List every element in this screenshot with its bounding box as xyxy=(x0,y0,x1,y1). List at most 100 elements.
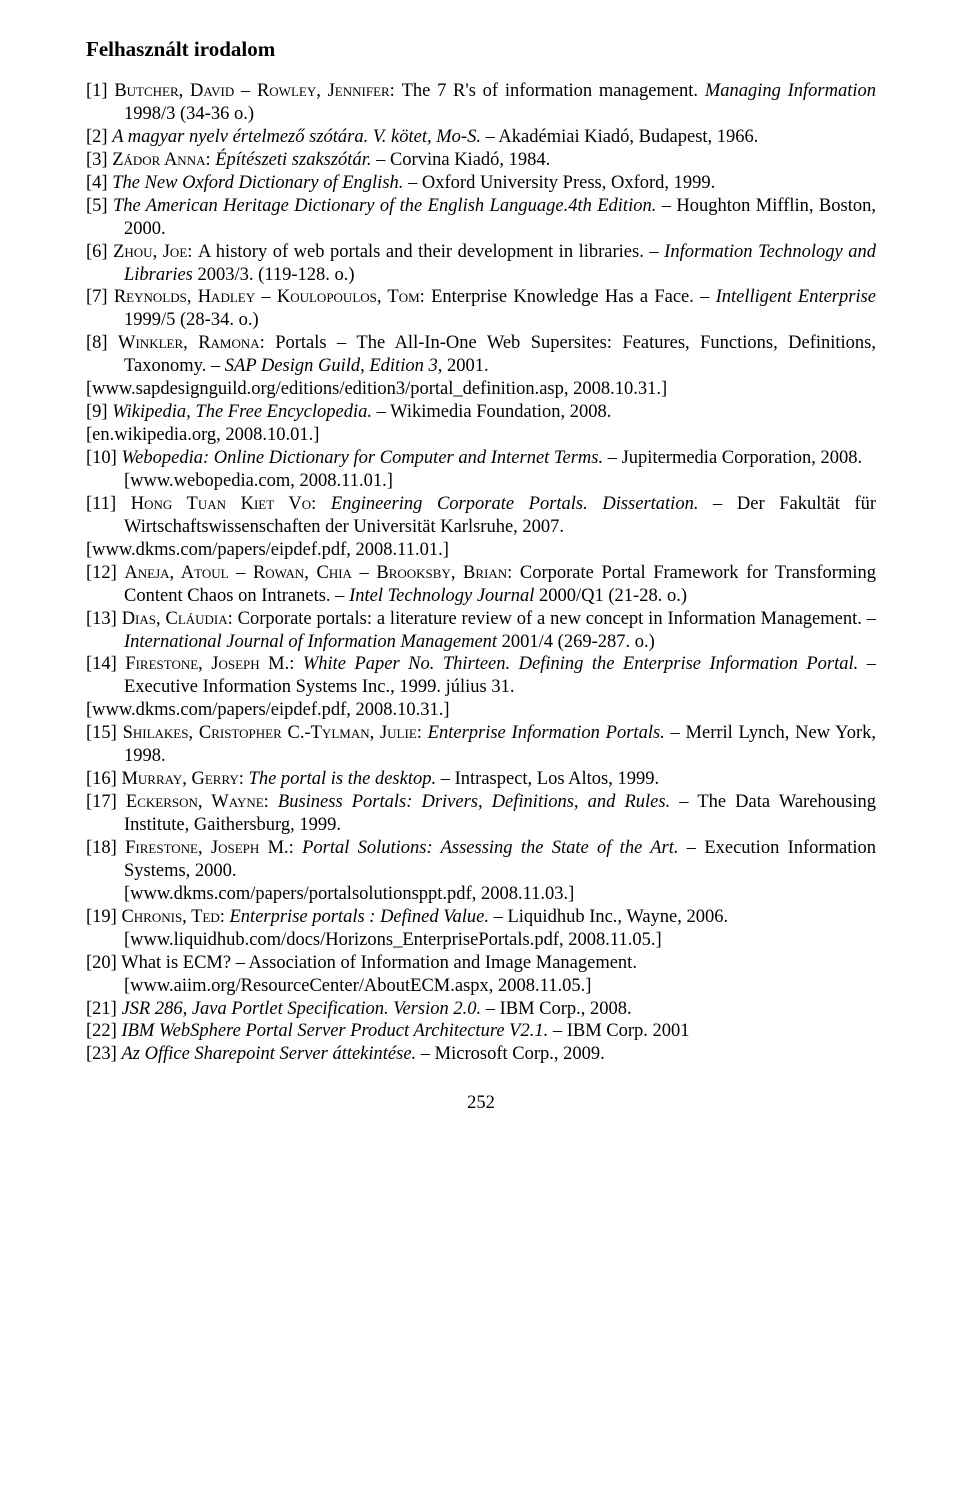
reference-entry: [15] Shilakes, Cristopher C.-Tylman, Jul… xyxy=(86,722,876,768)
ref-title: Corporate portals: a literature review o… xyxy=(238,609,876,629)
ref-number: [19] xyxy=(86,907,121,927)
ref-number: [14] xyxy=(86,654,125,674)
ref-tail: 1998/3 (34-36 o.) xyxy=(124,104,254,124)
reference-entry: [8] Winkler, Ramona: Portals – The All-I… xyxy=(86,332,876,378)
ref-title: JSR 286, Java Portlet Specification. Ver… xyxy=(121,999,481,1019)
ref-number: [8] xyxy=(86,333,118,353)
reference-entry: [www.aiim.org/ResourceCenter/AboutECM.as… xyxy=(86,975,876,998)
ref-tail: 2001/4 (269-287. o.) xyxy=(497,632,655,652)
ref-authors: Firestone, Joseph M.: xyxy=(125,838,302,858)
ref-number: [7] xyxy=(86,287,114,307)
ref-tail: 2003/3. (119-128. o.) xyxy=(193,265,355,285)
ref-authors: Eckerson, Wayne: xyxy=(126,792,278,812)
ref-number: [21] xyxy=(86,999,121,1019)
ref-tail: – IBM Corp., 2008. xyxy=(481,999,632,1019)
ref-tail: – Intraspect, Los Altos, 1999. xyxy=(436,769,659,789)
ref-number: [10] xyxy=(86,448,121,468)
ref-tail: – Microsoft Corp., 2009. xyxy=(416,1044,605,1064)
ref-title: White Paper No. Thirteen. Defining the E… xyxy=(303,654,858,674)
reference-entry: [6] Zhou, Joe: A history of web portals … xyxy=(86,241,876,287)
ref-source: Intel Technology Journal xyxy=(349,586,534,606)
ref-title: Portal Solutions: Assessing the State of… xyxy=(302,838,678,858)
ref-title: Enterprise Knowledge Has a Face. – xyxy=(431,287,716,307)
reference-entry: [9] Wikipedia, The Free Encyclopedia. – … xyxy=(86,401,876,424)
reference-entry: [18] Firestone, Joseph M.: Portal Soluti… xyxy=(86,837,876,883)
reference-entry: [www.dkms.com/papers/eipdef.pdf, 2008.10… xyxy=(86,699,876,722)
ref-authors: Aneja, Atoul – Rowan, Chia – Brooksby, B… xyxy=(124,563,519,583)
reference-entry: [7] Reynolds, Hadley – Koulopoulos, Tom:… xyxy=(86,286,876,332)
ref-title: The American Heritage Dictionary of the … xyxy=(113,196,656,216)
ref-authors: Zhou, Joe: xyxy=(113,242,198,262)
ref-source: SAP Design Guild, Edition 3 xyxy=(225,356,438,376)
ref-tail: , 2001. xyxy=(438,356,489,376)
ref-tail: – Liquidhub Inc., Wayne, 2006. xyxy=(489,907,728,927)
ref-number: [13] xyxy=(86,609,122,629)
ref-title: Webopedia: Online Dictionary for Compute… xyxy=(121,448,603,468)
reference-entry: [1] Butcher, David – Rowley, Jennifer: T… xyxy=(86,80,876,126)
ref-authors: Winkler, Ramona: xyxy=(118,333,275,353)
ref-number: [3] xyxy=(86,150,112,170)
ref-title: The 7 R's of information management. xyxy=(402,81,705,101)
ref-tail: – Oxford University Press, Oxford, 1999. xyxy=(403,173,715,193)
ref-authors: Butcher, David – Rowley, Jennifer: xyxy=(114,81,401,101)
section-heading: Felhasznált irodalom xyxy=(86,36,876,62)
ref-number: [17] xyxy=(86,792,126,812)
ref-number: [6] xyxy=(86,242,113,262)
reference-entry: [16] Murray, Gerry: The portal is the de… xyxy=(86,768,876,791)
ref-source: Managing Information xyxy=(705,81,876,101)
reference-entry: [11] Hong Tuan Kiet Vo: Engineering Corp… xyxy=(86,493,876,539)
ref-title: A magyar nyelv értelmező szótára. V. köt… xyxy=(112,127,481,147)
ref-title: IBM WebSphere Portal Server Product Arch… xyxy=(121,1021,548,1041)
ref-number: [5] xyxy=(86,196,113,216)
ref-title: Az Office Sharepoint Server áttekintése. xyxy=(121,1044,416,1064)
ref-tail: – Akadémiai Kiadó, Budapest, 1966. xyxy=(481,127,758,147)
ref-tail: – Jupitermedia Corporation, 2008. xyxy=(603,448,862,468)
reference-entry: [10] Webopedia: Online Dictionary for Co… xyxy=(86,447,876,470)
ref-authors: Reynolds, Hadley – Koulopoulos, Tom: xyxy=(114,287,431,307)
ref-title: Wikipedia, The Free Encyclopedia. xyxy=(112,402,372,422)
reference-entry: [4] The New Oxford Dictionary of English… xyxy=(86,172,876,195)
ref-number: [9] xyxy=(86,402,112,422)
page: Felhasznált irodalom [1] Butcher, David … xyxy=(0,0,960,1155)
ref-number: [16] xyxy=(86,769,121,789)
reference-entry: [17] Eckerson, Wayne: Business Portals: … xyxy=(86,791,876,837)
ref-number: [1] xyxy=(86,81,114,101)
ref-title: A history of web portals and their devel… xyxy=(198,242,664,262)
ref-authors: Zádor Anna: xyxy=(112,150,215,170)
ref-title: What is ECM? – Association of Informatio… xyxy=(121,953,637,973)
ref-authors: Dias, Cláudia: xyxy=(122,609,238,629)
reference-entry: [13] Dias, Cláudia: Corporate portals: a… xyxy=(86,608,876,654)
ref-number: [12] xyxy=(86,563,124,583)
ref-source: Intelligent Enterprise xyxy=(716,287,876,307)
ref-tail: – Wikimedia Foundation, 2008. xyxy=(372,402,611,422)
ref-authors: Shilakes, Cristopher C.-Tylman, Julie: xyxy=(123,723,428,743)
reference-entry: [2] A magyar nyelv értelmező szótára. V.… xyxy=(86,126,876,149)
reference-entry: [www.dkms.com/papers/portalsolutionsppt.… xyxy=(86,883,876,906)
ref-title: Építészeti szakszótár. xyxy=(215,150,371,170)
reference-entry: [22] IBM WebSphere Portal Server Product… xyxy=(86,1020,876,1043)
page-number: 252 xyxy=(86,1092,876,1115)
ref-authors: Hong Tuan Kiet Vo: xyxy=(131,494,331,514)
ref-number: [2] xyxy=(86,127,112,147)
reference-entry: [en.wikipedia.org, 2008.10.01.] xyxy=(86,424,876,447)
ref-number: [22] xyxy=(86,1021,121,1041)
ref-source: International Journal of Information Man… xyxy=(124,632,497,652)
ref-tail: 1999/5 (28-34. o.) xyxy=(124,310,259,330)
reference-entry: [23] Az Office Sharepoint Server áttekin… xyxy=(86,1043,876,1066)
ref-title: Enterprise portals : Defined Value. xyxy=(230,907,489,927)
reference-entry: [www.sapdesignguild.org/editions/edition… xyxy=(86,378,876,401)
reference-entry: [3] Zádor Anna: Építészeti szakszótár. –… xyxy=(86,149,876,172)
ref-authors: Firestone, Joseph M.: xyxy=(125,654,303,674)
ref-title: Business Portals: Drivers, Definitions, … xyxy=(278,792,670,812)
ref-title: The New Oxford Dictionary of English. xyxy=(112,173,403,193)
reference-entry: [www.liquidhub.com/docs/Horizons_Enterpr… xyxy=(86,929,876,952)
reference-entry: [21] JSR 286, Java Portlet Specification… xyxy=(86,998,876,1021)
ref-tail: – Corvina Kiadó, 1984. xyxy=(371,150,550,170)
ref-number: [18] xyxy=(86,838,125,858)
ref-tail: – IBM Corp. 2001 xyxy=(548,1021,689,1041)
reference-entry: [5] The American Heritage Dictionary of … xyxy=(86,195,876,241)
ref-number: [11] xyxy=(86,494,131,514)
ref-title: The portal is the desktop. xyxy=(249,769,437,789)
ref-number: [4] xyxy=(86,173,112,193)
ref-authors: Murray, Gerry: xyxy=(121,769,248,789)
